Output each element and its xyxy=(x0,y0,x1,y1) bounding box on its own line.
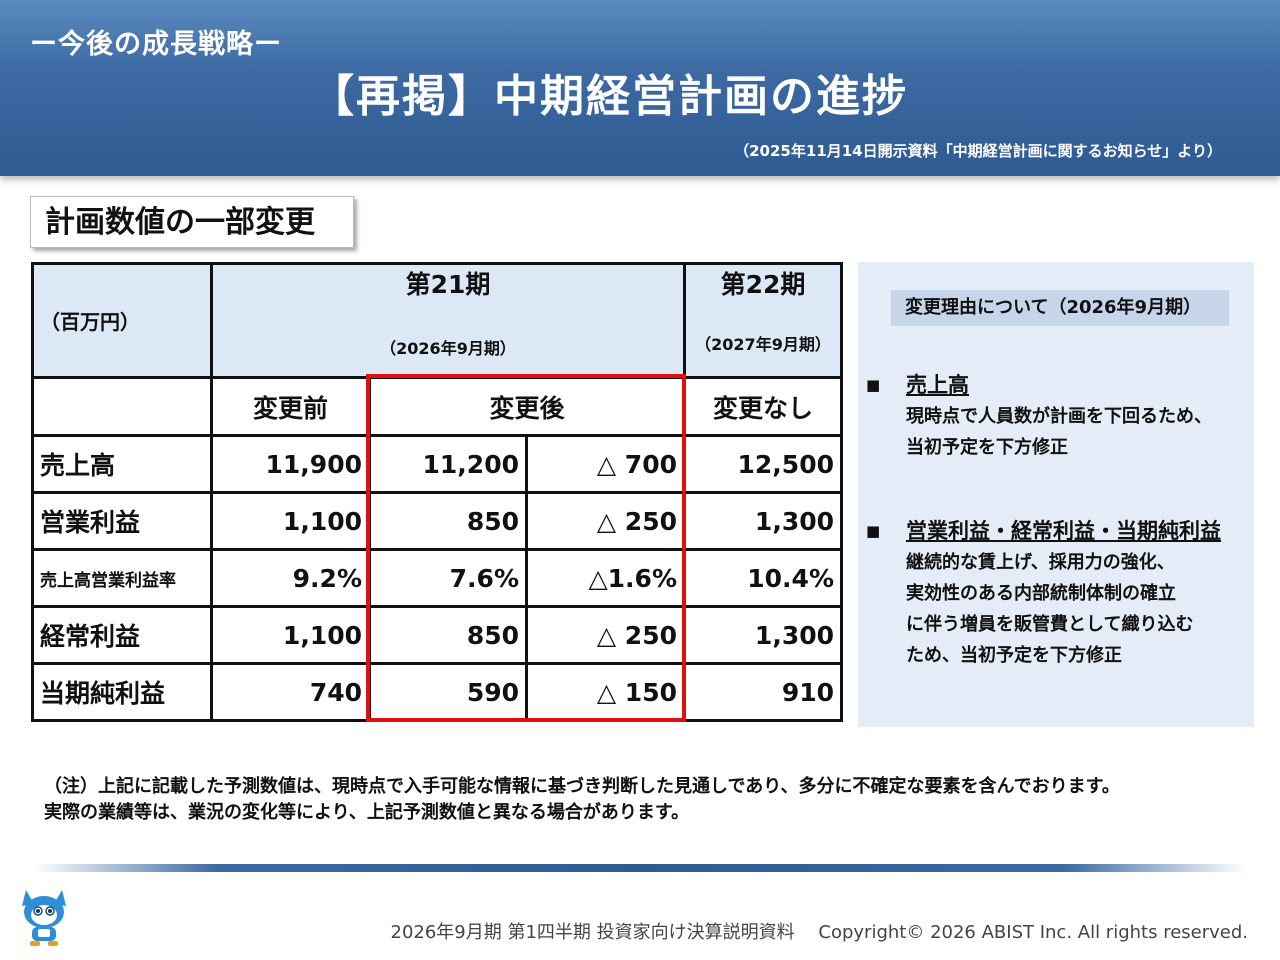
footer: 2026年9月期 第1四半期 投資家向け決算説明資料 Copyright© 20… xyxy=(373,918,1249,944)
reason-line: 現時点で人員数が計画を下回るため、 xyxy=(906,406,1212,427)
reason-line: 実効性のある内部統制体制の確立 xyxy=(906,583,1176,604)
col-before: 変更前 xyxy=(210,376,371,437)
period22-name: 第22期 xyxy=(720,270,806,299)
reason-line: 当初予定を下方修正 xyxy=(906,437,1068,458)
value-diff: △ 250 xyxy=(525,605,686,665)
reason-panel-title: 変更理由について（2026年9月期） xyxy=(891,290,1229,326)
note-line: 実際の業績等は、業況の変化等により、上記予測数値と異なる場合があります。 xyxy=(44,802,690,823)
table-row: 当期純利益 740 590 △ 150 910 xyxy=(31,662,843,722)
value-before: 11,900 xyxy=(210,434,371,494)
reason-line: に伴う増員を販管費として織り込む xyxy=(906,614,1194,635)
value-before: 9.2% xyxy=(210,548,371,608)
value-after: 590 xyxy=(368,662,528,722)
reason-line: ため、当初予定を下方修正 xyxy=(906,645,1122,666)
col-after: 変更後 xyxy=(368,376,686,437)
table-row: 経常利益 1,100 850 △ 250 1,300 xyxy=(31,605,843,665)
table-row: 営業利益 1,100 850 △ 250 1,300 xyxy=(31,491,843,551)
square-bullet-icon: ■ xyxy=(866,522,881,540)
period22-date: （2027年9月期） xyxy=(695,335,831,354)
note-line: （注）上記に記載した予測数値は、現時点で入手可能な情報に基づき判断した見通しであ… xyxy=(44,776,1120,797)
row-label: 売上高営業利益率 xyxy=(31,548,213,608)
footer-copyright: Copyright© 2026 ABIST Inc. All rights re… xyxy=(818,922,1248,943)
period21-header: 第21期 （2026年9月期） xyxy=(210,262,686,379)
value-diff: △ 250 xyxy=(525,491,686,551)
period22-header: 第22期 （2027年9月期） xyxy=(683,262,843,379)
cat-mascot-icon xyxy=(22,890,66,946)
square-bullet-icon: ■ xyxy=(866,376,881,394)
value-before: 740 xyxy=(210,662,371,722)
row-label: 経常利益 xyxy=(31,605,213,665)
value-after: 7.6% xyxy=(368,548,528,608)
source-note: （2025年11月14日開示資料「中期経営計画に関するお知らせ」より） xyxy=(734,142,1222,160)
period21-date: （2026年9月期） xyxy=(380,339,516,358)
reason-item: ■ 売上高 現時点で人員数が計画を下回るため、 当初予定を下方修正 xyxy=(866,370,1212,463)
value-next: 1,300 xyxy=(683,491,843,551)
reason-panel: 変更理由について（2026年9月期） ■ 売上高 現時点で人員数が計画を下回るた… xyxy=(858,262,1254,727)
value-before: 1,100 xyxy=(210,491,371,551)
plan-table: （百万円） 第21期 （2026年9月期） 第22期 （2027年9月期） 変更… xyxy=(31,262,843,722)
col-nochange: 変更なし xyxy=(683,376,843,437)
period21-name: 第21期 xyxy=(405,270,491,299)
value-diff: △ 150 xyxy=(525,662,686,722)
disclaimer-note: （注）上記に記載した予測数値は、現時点で入手可能な情報に基づき判断した見通しであ… xyxy=(44,774,1120,826)
footer-divider xyxy=(34,864,1246,872)
value-diff: △ 700 xyxy=(525,434,686,494)
slide-title: 【再掲】中期経営計画の進捗 xyxy=(310,71,908,122)
row-label: 売上高 xyxy=(31,434,213,494)
value-after: 850 xyxy=(368,605,528,665)
footer-doc-title: 2026年9月期 第1四半期 投資家向け決算説明資料 xyxy=(390,922,795,943)
row-label: 当期純利益 xyxy=(31,662,213,722)
value-diff: △1.6% xyxy=(525,548,686,608)
empty-header-cell xyxy=(31,376,213,437)
table-row: 売上高営業利益率 9.2% 7.6% △1.6% 10.4% xyxy=(31,548,843,608)
section-title: 計画数値の一部変更 xyxy=(30,196,354,248)
reason-line: 継続的な賃上げ、採用力の強化、 xyxy=(906,552,1175,573)
value-next: 10.4% xyxy=(683,548,843,608)
value-after: 11,200 xyxy=(368,434,528,494)
value-after: 850 xyxy=(368,491,528,551)
reason-item: ■ 営業利益・経常利益・当期純利益 継続的な賃上げ、採用力の強化、 実効性のある… xyxy=(866,516,1221,671)
table-row: 売上高 11,900 11,200 △ 700 12,500 xyxy=(31,434,843,494)
value-next: 910 xyxy=(683,662,843,722)
unit-label: （百万円） xyxy=(31,262,213,379)
slide-subtitle: ー今後の成長戦略ー xyxy=(30,29,282,60)
value-next: 12,500 xyxy=(683,434,843,494)
reason-heading: 営業利益・経常利益・当期純利益 xyxy=(906,519,1221,543)
slide-header: ー今後の成長戦略ー 【再掲】中期経営計画の進捗 （2025年11月14日開示資料… xyxy=(0,0,1280,176)
value-next: 1,300 xyxy=(683,605,843,665)
reason-heading: 売上高 xyxy=(906,373,969,397)
row-label: 営業利益 xyxy=(31,491,213,551)
value-before: 1,100 xyxy=(210,605,371,665)
